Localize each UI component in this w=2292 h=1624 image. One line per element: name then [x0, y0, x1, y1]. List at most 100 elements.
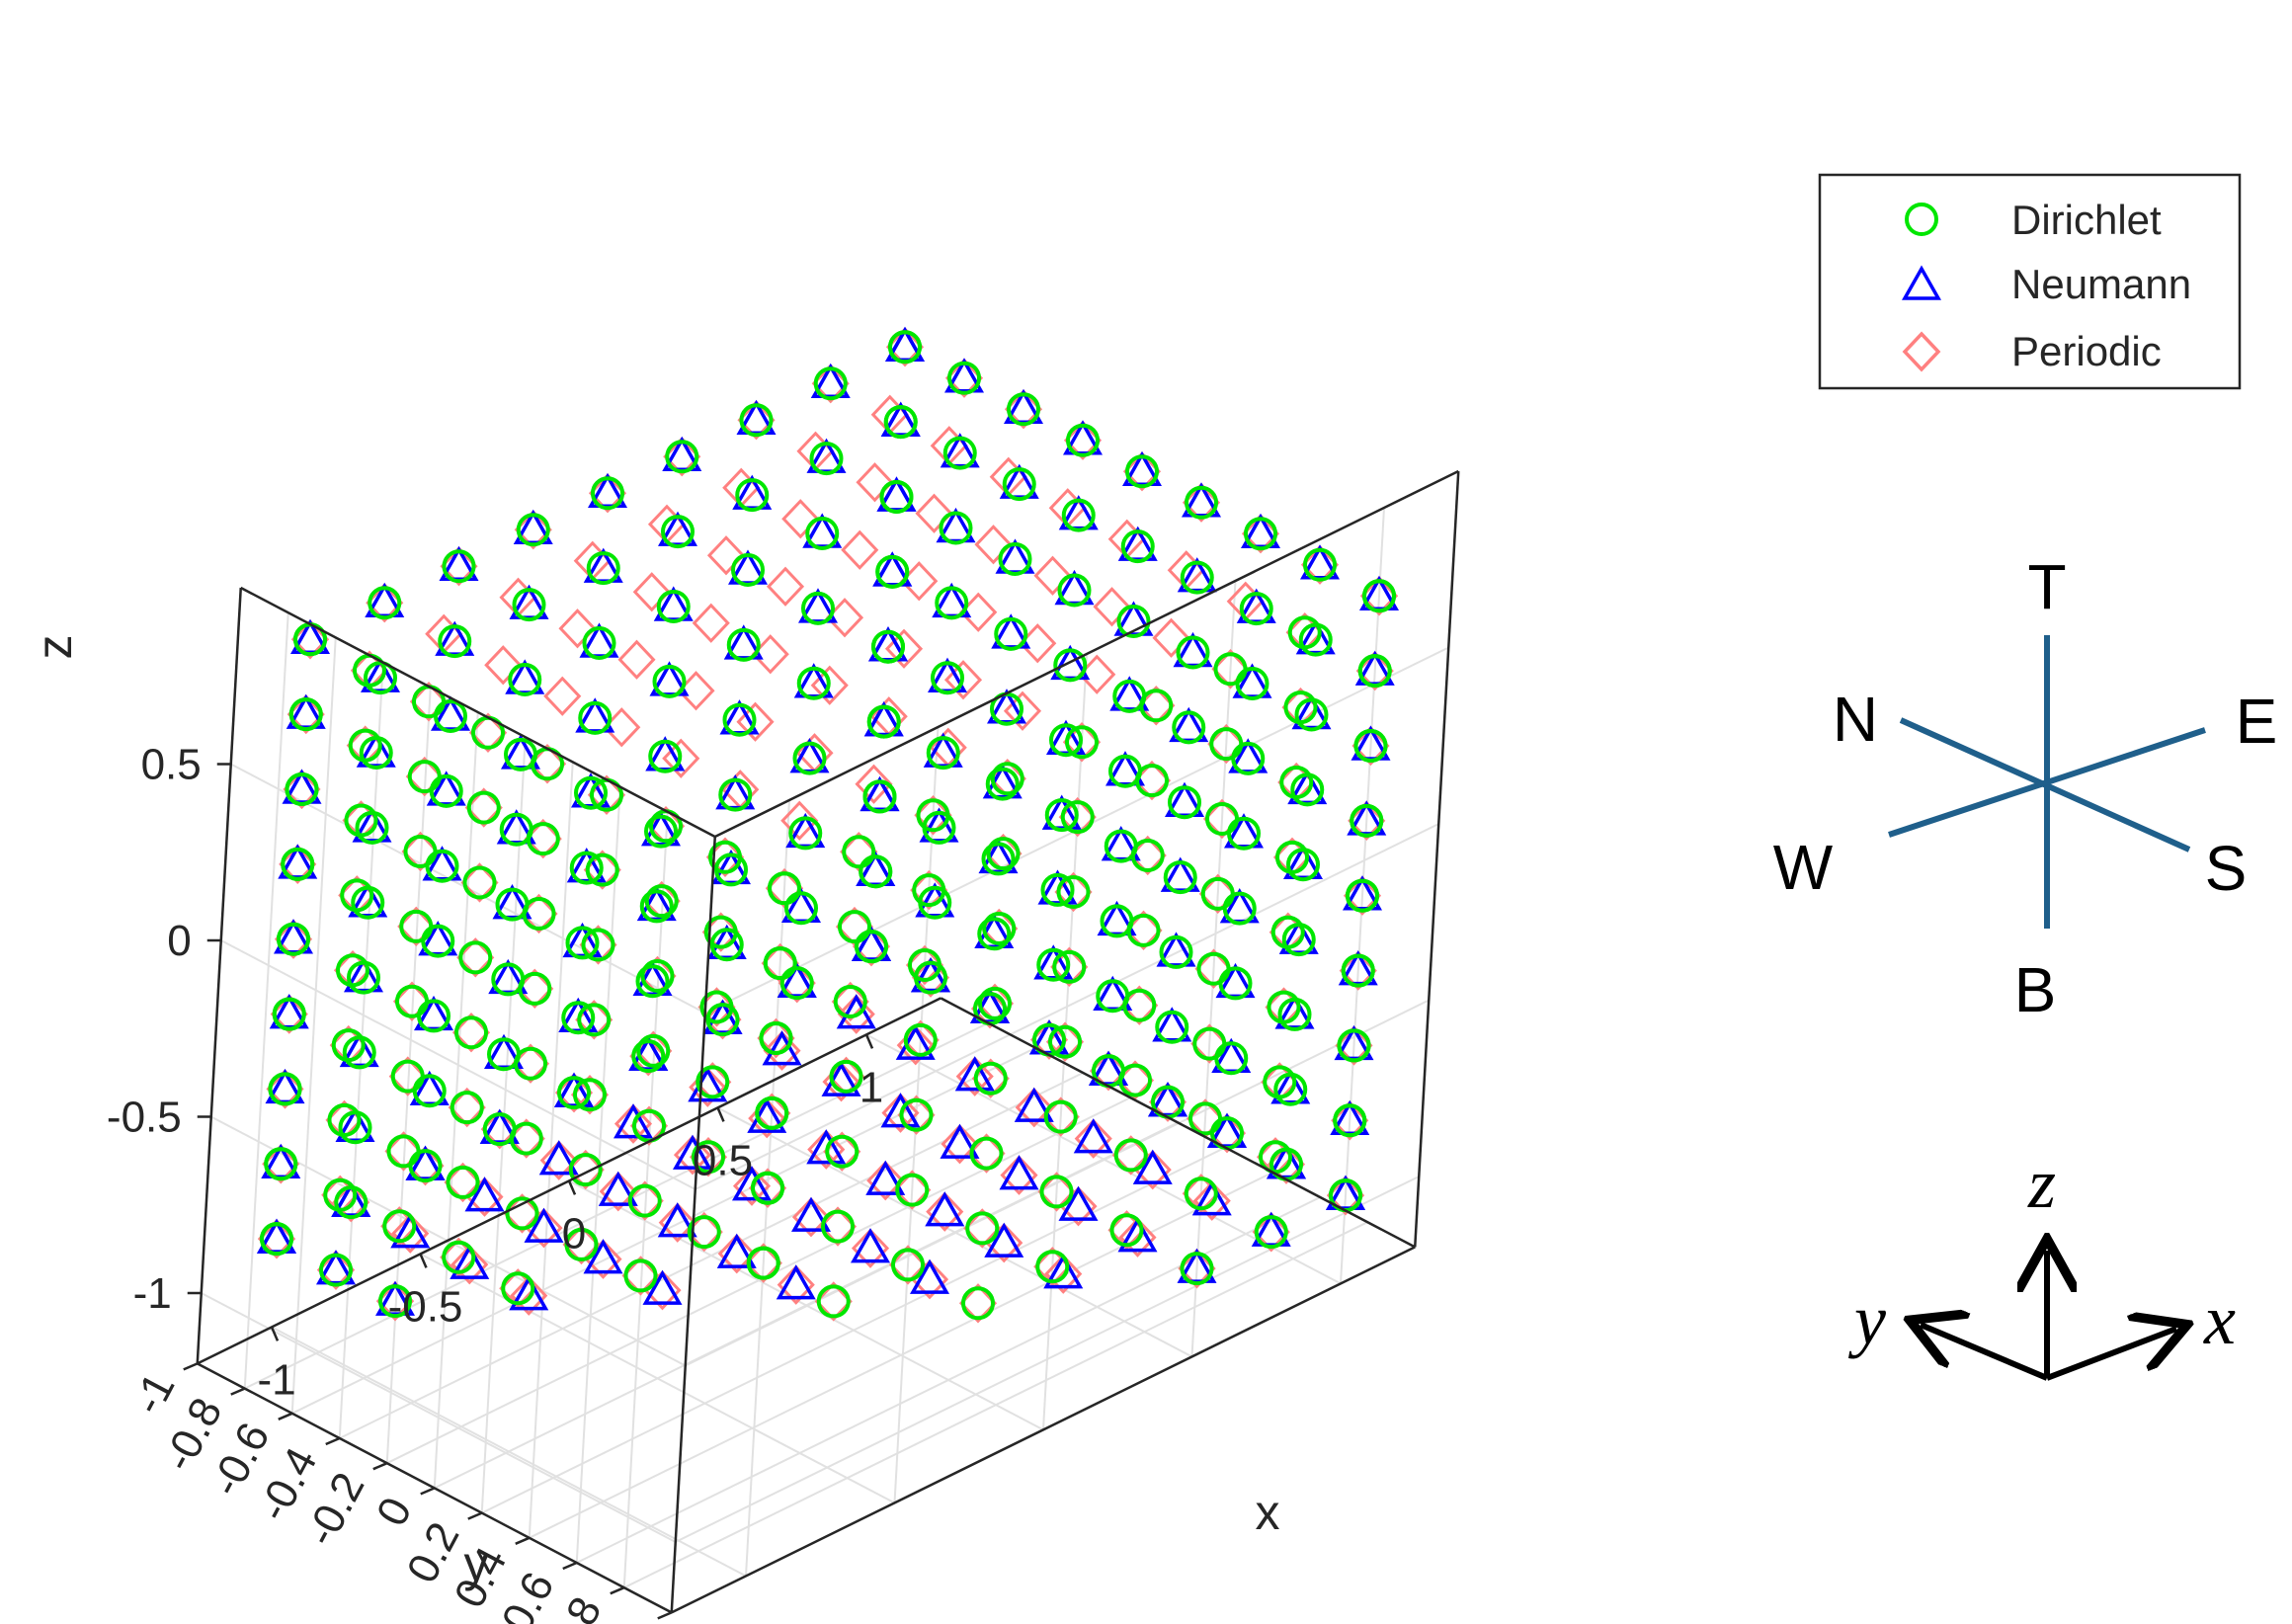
point-periodic	[955, 1056, 994, 1096]
point-dirichlet	[495, 887, 530, 922]
point-dirichlet	[801, 591, 835, 625]
point-dirichlet	[891, 1248, 925, 1282]
point-neumann	[435, 620, 475, 656]
chart-points	[256, 326, 1400, 1324]
point-periodic	[1148, 1082, 1187, 1122]
point-dirichlet	[1048, 1024, 1082, 1059]
frame-edge-left-vertical	[196, 587, 242, 1364]
point-dirichlet	[714, 853, 748, 887]
point-neumann	[940, 1123, 980, 1159]
point-dirichlet	[1155, 1010, 1189, 1044]
point-periodic	[818, 1206, 858, 1247]
point-neumann	[1191, 1180, 1232, 1216]
point-periodic	[554, 1072, 594, 1113]
point-dirichlet	[755, 1096, 789, 1130]
point-dirichlet	[1049, 723, 1083, 758]
legend-marker-neumann	[1901, 265, 1942, 300]
point-dirichlet	[516, 513, 550, 547]
point-periodic	[440, 546, 478, 587]
point-dirichlet	[914, 960, 947, 995]
point-dirichlet	[665, 440, 699, 474]
point-neumann	[865, 1160, 906, 1195]
coordinate-triad: z x y	[1847, 1144, 2236, 1381]
triad-label-x: x	[2203, 1280, 2236, 1359]
point-periodic	[332, 1181, 370, 1223]
point-periodic	[1351, 725, 1390, 767]
point-periodic	[588, 473, 627, 514]
point-neumann	[613, 1103, 654, 1139]
point-dirichlet	[1176, 635, 1210, 670]
point-dirichlet	[277, 922, 310, 956]
y-tick-mark	[420, 1487, 436, 1496]
grid-line-left-y	[385, 687, 432, 1464]
grid-line-left-y	[622, 811, 669, 1588]
point-dirichlet	[648, 739, 683, 773]
point-periodic	[599, 1171, 637, 1212]
point-dirichlet	[1104, 829, 1138, 863]
point-periodic	[1331, 1100, 1369, 1141]
point-periodic	[460, 862, 499, 903]
point-periodic	[791, 1196, 831, 1238]
point-dirichlet	[731, 552, 765, 587]
point-periodic	[451, 1013, 491, 1053]
point-dirichlet	[505, 1196, 539, 1231]
point-periodic	[823, 1131, 861, 1172]
point-dirichlet	[1333, 1103, 1367, 1138]
point-dirichlet	[838, 910, 871, 944]
grid-line-floor-y	[386, 1096, 1131, 1465]
point-dirichlet	[1056, 874, 1091, 909]
point-dirichlet	[1112, 679, 1147, 713]
point-periodic	[587, 774, 626, 815]
point-periodic	[1190, 1023, 1229, 1064]
point-dirichlet	[1298, 622, 1333, 657]
point-periodic	[625, 1180, 664, 1221]
point-neumann	[915, 882, 955, 918]
point-periodic	[1182, 482, 1221, 523]
point-dirichlet	[438, 624, 472, 659]
point-dirichlet	[501, 1271, 535, 1306]
point-dirichlet	[577, 1003, 612, 1037]
point-dirichlet	[504, 737, 537, 771]
point-dirichlet	[939, 511, 973, 545]
point-neumann	[1058, 1185, 1099, 1221]
point-neumann	[509, 584, 549, 619]
point-dirichlet	[926, 736, 960, 771]
grid-line-left-z	[201, 1292, 677, 1543]
compass-label-w: W	[1773, 832, 1834, 903]
point-dirichlet	[429, 773, 463, 808]
point-dirichlet	[462, 865, 497, 900]
point-dirichlet	[735, 478, 770, 513]
z-tick-label: 0	[167, 917, 191, 965]
y-axis-label: y	[464, 1536, 489, 1591]
x-tick-label: 0	[562, 1209, 586, 1258]
point-dirichlet	[627, 1183, 662, 1218]
point-dirichlet	[1159, 934, 1193, 969]
point-periodic	[915, 493, 953, 533]
point-dirichlet	[942, 436, 977, 470]
grid-line-back-x	[1190, 580, 1237, 1357]
point-periodic	[706, 535, 746, 576]
legend-label-neumann: Neumann	[2011, 261, 2191, 307]
point-periodic	[539, 1140, 578, 1180]
point-neumann	[583, 1239, 623, 1274]
point-dirichlet	[784, 891, 818, 926]
point-neumann	[450, 1244, 490, 1279]
point-dirichlet	[1109, 1213, 1144, 1248]
point-dirichlet	[442, 549, 476, 584]
legend-label-periodic: Periodic	[2011, 328, 2162, 374]
point-dirichlet	[805, 516, 840, 550]
point-neumann	[731, 1166, 773, 1201]
point-dirichlet	[705, 1003, 740, 1037]
y-tick-mark	[278, 1412, 293, 1421]
point-dirichlet	[855, 930, 888, 964]
point-neumann	[509, 1275, 549, 1311]
x-tick-label: -0.5	[388, 1282, 463, 1331]
point-periodic	[841, 529, 879, 570]
point-periodic	[835, 906, 874, 947]
point-dirichlet	[639, 889, 674, 924]
point-dirichlet	[565, 926, 600, 960]
point-dirichlet	[1218, 966, 1253, 1001]
grid-line-floor-y	[339, 1072, 1084, 1439]
point-periodic	[1152, 617, 1190, 658]
point-dirichlet	[408, 1149, 443, 1183]
